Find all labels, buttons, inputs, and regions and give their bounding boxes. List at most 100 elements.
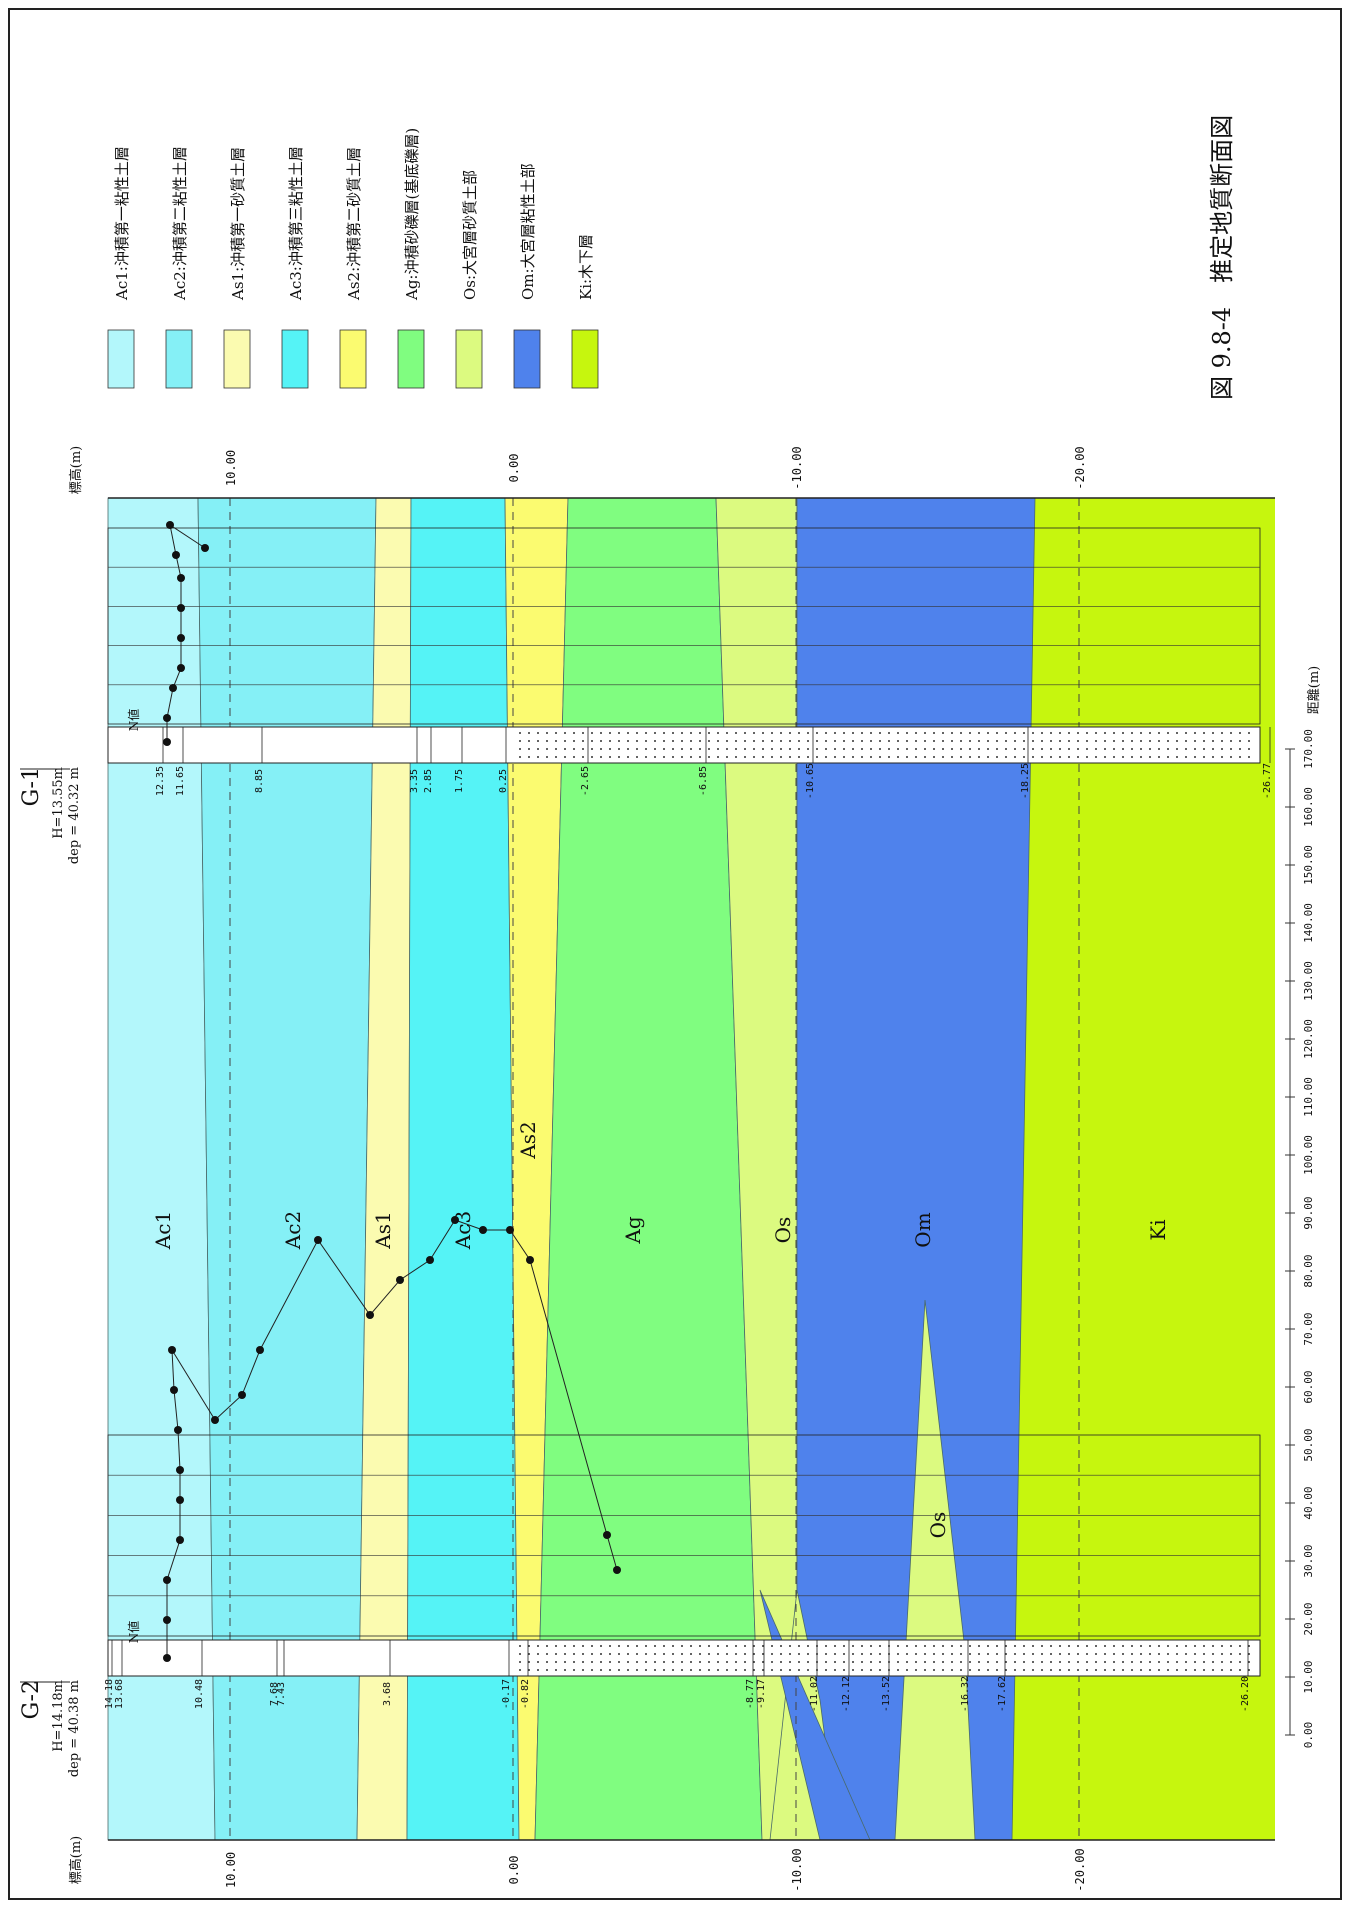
sand-texture-dot — [546, 740, 548, 742]
depth-label: -26.77 — [1262, 763, 1273, 799]
sand-texture-dot — [816, 732, 818, 734]
sand-texture-dot — [591, 732, 593, 734]
sand-texture-dot — [1149, 748, 1151, 750]
sand-texture-dot — [1059, 748, 1061, 750]
n-value-line — [166, 523, 206, 742]
sand-texture-dot — [870, 748, 872, 750]
sand-texture-dot — [879, 1653, 881, 1655]
sand-texture-dot — [798, 740, 800, 742]
sand-texture-dot — [1194, 1653, 1196, 1655]
distance-tick-label: 170.00 — [1302, 729, 1315, 769]
sand-texture-dot — [996, 1669, 998, 1671]
sand-texture-dot — [1086, 1661, 1088, 1663]
sand-texture-dot — [744, 1645, 746, 1647]
sand-texture-dot — [1149, 740, 1151, 742]
distance-tick-label: 40.00 — [1302, 1486, 1315, 1519]
sand-texture-dot — [870, 1661, 872, 1663]
sand-texture-dot — [1203, 748, 1205, 750]
sand-texture-dot — [771, 740, 773, 742]
sand-texture-dot — [537, 748, 539, 750]
sand-texture-dot — [1194, 732, 1196, 734]
sand-texture-dot — [1014, 1661, 1016, 1663]
sand-texture-dot — [555, 740, 557, 742]
sand-texture-dot — [726, 1669, 728, 1671]
sand-texture-dot — [726, 1661, 728, 1663]
sand-texture-dot — [1059, 732, 1061, 734]
figure-title: 図 9.8-4 推定地質断面図 — [1208, 115, 1236, 400]
depth-label: 1.75 — [454, 769, 465, 793]
sand-texture-dot — [636, 748, 638, 750]
sand-texture-dot — [546, 1645, 548, 1647]
sand-texture-dot — [591, 1645, 593, 1647]
sand-texture-dot — [915, 748, 917, 750]
sand-texture-dot — [1131, 756, 1133, 758]
sand-texture-dot — [618, 1645, 620, 1647]
sand-texture-dot — [681, 1645, 683, 1647]
n-value-point — [177, 634, 185, 642]
sand-texture-dot — [951, 1661, 953, 1663]
sand-texture-dot — [879, 748, 881, 750]
n-value-point — [396, 1276, 404, 1284]
sand-texture-dot — [933, 1669, 935, 1671]
sand-texture-dot — [1005, 748, 1007, 750]
sand-texture-dot — [1122, 1653, 1124, 1655]
sand-texture-dot — [708, 748, 710, 750]
sand-texture-dot — [870, 1669, 872, 1671]
sand-texture-dot — [924, 756, 926, 758]
sand-texture-dot — [681, 748, 683, 750]
sand-texture-dot — [1185, 1669, 1187, 1671]
elevation-tick-label: -20.00 — [1073, 446, 1087, 489]
sand-texture-dot — [924, 1653, 926, 1655]
sand-texture-dot — [1167, 1645, 1169, 1647]
sand-texture-dot — [618, 1669, 620, 1671]
sand-texture-dot — [1239, 732, 1241, 734]
sand-texture-dot — [1185, 1661, 1187, 1663]
sand-texture-dot — [627, 1661, 629, 1663]
depth-label: 7.68 — [269, 1682, 280, 1706]
sand-texture-dot — [1212, 1661, 1214, 1663]
distance-tick-label: 50.00 — [1302, 1428, 1315, 1461]
sand-texture-dot — [978, 740, 980, 742]
sand-texture-dot — [1158, 740, 1160, 742]
legend-swatch — [281, 329, 309, 389]
sand-texture-dot — [1104, 756, 1106, 758]
sand-texture-dot — [789, 1661, 791, 1663]
sand-texture-dot — [636, 732, 638, 734]
sand-texture-dot — [1041, 732, 1043, 734]
sand-texture-dot — [1167, 1669, 1169, 1671]
sand-texture-dot — [951, 1653, 953, 1655]
sand-texture-dot — [825, 1669, 827, 1671]
sand-texture-dot — [1212, 1669, 1214, 1671]
legend-swatch — [571, 329, 599, 389]
sand-texture-dot — [672, 748, 674, 750]
sand-texture-dot — [906, 756, 908, 758]
n-value-point — [211, 1416, 219, 1424]
sand-texture-dot — [618, 756, 620, 758]
sand-texture-dot — [1014, 1645, 1016, 1647]
depth-label: -8.77 — [745, 1679, 756, 1709]
sand-texture-dot — [1005, 740, 1007, 742]
sand-texture-dot — [762, 732, 764, 734]
sand-texture-dot — [600, 740, 602, 742]
sand-texture-dot — [690, 748, 692, 750]
sand-texture-dot — [708, 1669, 710, 1671]
sand-texture-dot — [1122, 740, 1124, 742]
sand-texture-dot — [1104, 1653, 1106, 1655]
sand-texture-dot — [1023, 1653, 1025, 1655]
sand-texture-dot — [555, 748, 557, 750]
layer-label: As1 — [371, 1211, 395, 1249]
sand-texture-dot — [564, 1645, 566, 1647]
depth-label: 3.35 — [409, 769, 420, 793]
sand-texture-dot — [1077, 1669, 1079, 1671]
sand-texture-dot — [690, 732, 692, 734]
sand-texture-dot — [798, 1645, 800, 1647]
sand-texture-dot — [573, 1669, 575, 1671]
sand-texture-dot — [681, 740, 683, 742]
n-value-point — [163, 1616, 171, 1624]
n-value-point — [426, 1256, 434, 1264]
sand-texture-dot — [1023, 1669, 1025, 1671]
sand-texture-dot — [1077, 1645, 1079, 1647]
sand-texture-dot — [681, 1669, 683, 1671]
sand-texture-dot — [1167, 1653, 1169, 1655]
sand-texture-dot — [636, 756, 638, 758]
